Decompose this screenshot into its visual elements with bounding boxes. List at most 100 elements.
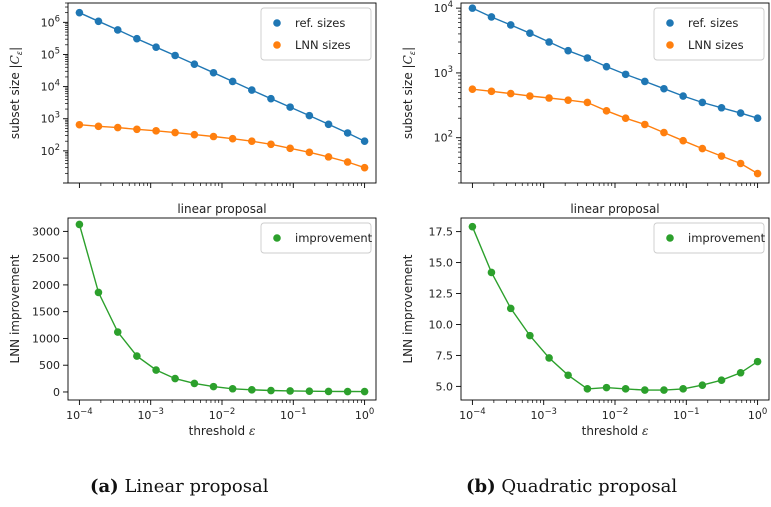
y-axis-label: subset size |Cε| [8, 47, 24, 139]
data-point [113, 123, 122, 132]
data-point [324, 387, 333, 396]
legend: ref. sizes LNN sizes [653, 7, 765, 61]
data-point [698, 381, 707, 389]
data-point [305, 387, 314, 396]
plot-title: linear proposal [177, 202, 266, 216]
legend-box [653, 222, 765, 254]
data-point [736, 368, 745, 377]
legend-label: LNN sizes [295, 38, 351, 52]
data-point [171, 374, 179, 383]
y-tick-label: 2000 [32, 279, 60, 292]
data-point [564, 96, 572, 104]
data-point [152, 127, 160, 135]
data-point [602, 62, 611, 71]
y-tick-label: 104 [41, 79, 60, 94]
data-point [171, 128, 179, 137]
legend-marker [273, 41, 281, 49]
data-point [190, 60, 199, 68]
caption-a: (a) Linear proposal [90, 476, 269, 497]
caption-b-text: Quadratic proposal [501, 476, 678, 497]
data-point [248, 386, 256, 394]
x-axis-label: threshold ε [189, 424, 256, 438]
data-point [75, 120, 84, 129]
data-point [360, 137, 369, 145]
legend-label: improvement [688, 231, 766, 245]
data-point [641, 386, 649, 394]
data-point [621, 70, 630, 79]
data-point [487, 87, 496, 96]
y-tick-label: 104 [434, 0, 453, 15]
x-tick-label: 100 [748, 407, 767, 422]
y-tick-label: 15.0 [429, 257, 454, 270]
data-point [305, 148, 314, 157]
plot-title: linear proposal [570, 202, 659, 216]
x-tick-label: 10−2 [602, 407, 629, 422]
legend-box [260, 7, 372, 61]
chart-a-bottom: 10−4 10−3 10−2 10−1 100050010001500200025003… [8, 202, 377, 438]
data-point [343, 129, 352, 137]
legend-box [653, 7, 765, 61]
data-point [506, 304, 515, 313]
caption-b-tag: (b) [466, 476, 496, 497]
legend-label: LNN sizes [688, 38, 744, 52]
x-axis-label: threshold ε [582, 424, 649, 438]
data-point [717, 103, 726, 112]
data-point [487, 268, 496, 277]
data-point [248, 86, 256, 94]
data-point [506, 21, 515, 29]
data-point [171, 51, 179, 60]
data-point [209, 132, 218, 141]
series-line-1 [79, 124, 365, 169]
y-tick-label: 17.5 [429, 226, 454, 239]
data-point [564, 371, 572, 380]
data-point [267, 94, 275, 103]
y-tick-label: 102 [434, 130, 453, 145]
data-point [468, 85, 477, 94]
data-point [526, 331, 534, 340]
data-point [753, 357, 762, 366]
data-point [360, 163, 369, 172]
y-tick-label: 12.5 [429, 288, 454, 301]
data-point [324, 153, 333, 161]
data-point [228, 134, 237, 143]
series-line-0 [472, 7, 758, 119]
legend-box [260, 222, 372, 254]
data-point [305, 111, 314, 120]
y-axis-label: subset size |Cε| [401, 47, 417, 139]
y-tick-label: 3000 [32, 225, 60, 238]
data-point [736, 109, 745, 117]
data-point [679, 92, 687, 100]
legend-label: improvement [295, 231, 373, 245]
data-point [152, 43, 160, 52]
y-tick-label: 500 [39, 359, 60, 372]
data-point [753, 114, 762, 123]
y-tick-label: 0 [53, 386, 60, 399]
y-tick-label: 10.0 [429, 318, 454, 331]
x-tick-label: 10−1 [673, 407, 700, 422]
data-point [545, 94, 553, 102]
data-point [360, 387, 369, 396]
data-point [152, 366, 160, 374]
data-point [583, 54, 592, 62]
data-point [621, 385, 630, 393]
y-tick-label: 106 [41, 14, 60, 29]
data-point [679, 136, 687, 145]
data-point [545, 38, 553, 46]
data-point [602, 383, 611, 392]
data-point [286, 103, 294, 111]
legend-marker [273, 19, 281, 27]
data-point [468, 4, 477, 12]
data-point [736, 159, 745, 168]
y-tick-label: 102 [41, 143, 60, 158]
data-point [94, 17, 103, 26]
legend-label: ref. sizes [688, 16, 738, 30]
y-tick-label: 7.5 [436, 349, 454, 362]
data-point [94, 122, 103, 131]
chart-b-bottom: 10−4 10−3 10−2 10−1 100 5.0 7.5 10.0 12.5 15.0 17.… [401, 202, 770, 438]
data-point [583, 98, 592, 107]
data-point [190, 130, 199, 139]
data-point [621, 114, 630, 123]
series-line-0 [471, 226, 758, 391]
x-tick-label: 10−1 [280, 407, 307, 422]
